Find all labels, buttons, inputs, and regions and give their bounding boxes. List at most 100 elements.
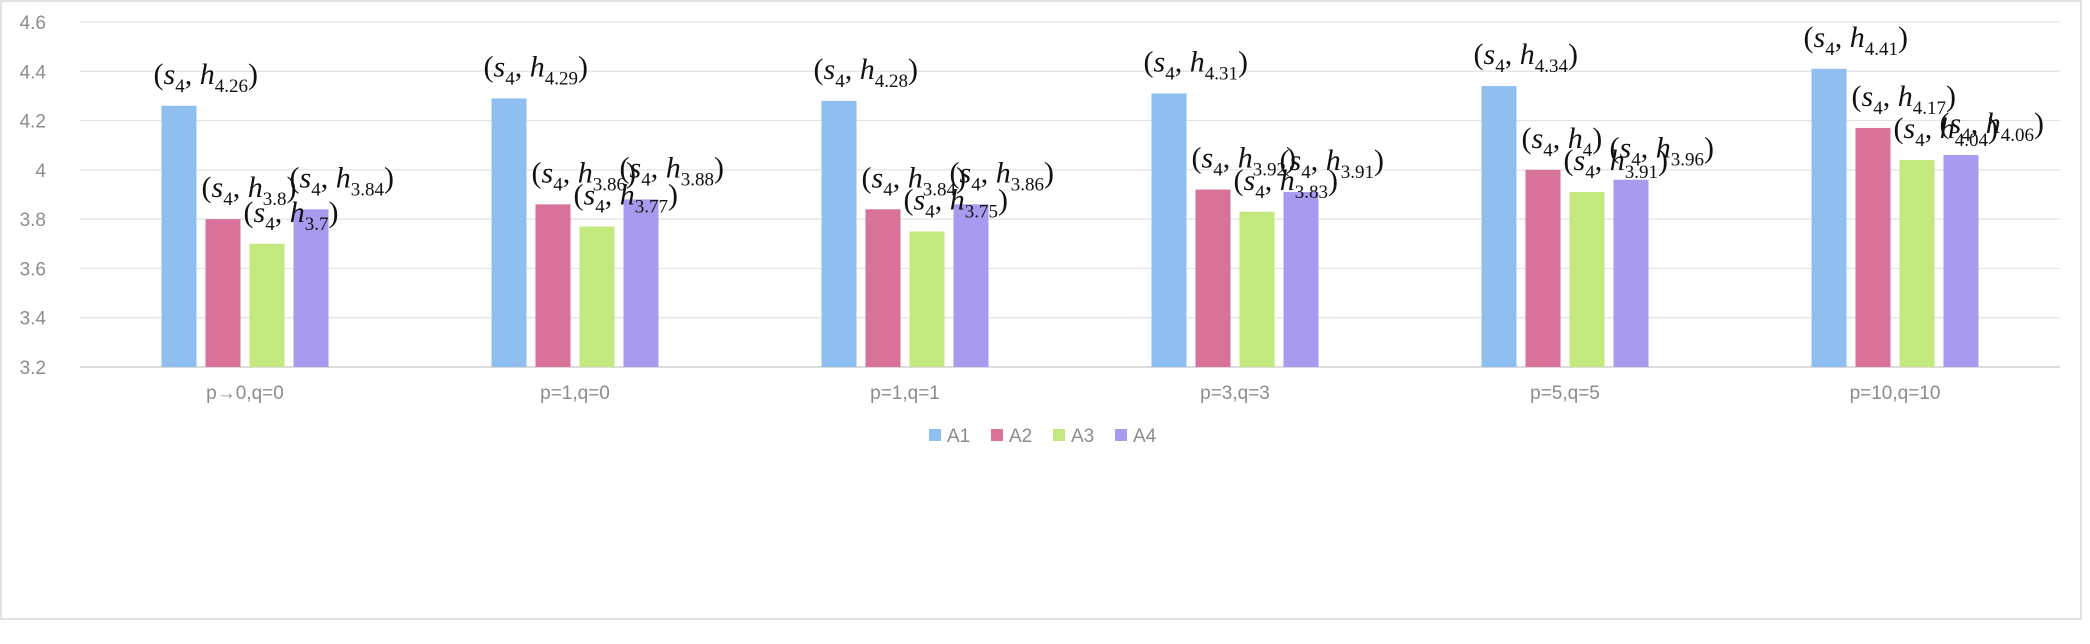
data-label-comma: ,: [605, 179, 620, 212]
data-label-symbol-subscript: 4: [311, 179, 321, 200]
data-label-variable: h: [1568, 122, 1583, 155]
legend-label: A4: [1133, 426, 1157, 447]
data-label-value: 3.96: [1671, 150, 1704, 171]
y-tick-label: 3.6: [20, 259, 46, 280]
data-label-symbol-subscript: 4: [971, 174, 981, 195]
data-label-paren: (: [1564, 144, 1574, 177]
data-label-symbol: s: [1904, 112, 1916, 145]
bar-a4: [623, 199, 659, 367]
data-label-symbol-subscript: 4: [835, 71, 845, 92]
data-label-paren: (: [1852, 80, 1862, 113]
data-label-paren: (: [1192, 142, 1202, 175]
data-label: (s4, h4.41): [1804, 21, 1908, 60]
data-label-symbol: s: [1574, 144, 1586, 177]
legend-label: A1: [947, 426, 970, 447]
data-label: (s4, h3.84): [862, 161, 966, 200]
data-label-variable: h: [1656, 132, 1671, 165]
data-label-paren: ): [2034, 107, 2044, 140]
data-label-paren: ): [1044, 156, 1054, 189]
data-label-paren: (: [1144, 45, 1154, 78]
data-label-paren: ): [714, 151, 724, 184]
data-label-comma: ,: [1175, 45, 1190, 78]
data-label-variable: h: [1940, 112, 1955, 145]
bar-a2: [865, 209, 901, 367]
data-label-symbol: s: [254, 196, 266, 229]
data-label-paren: ): [1568, 38, 1578, 71]
data-label-symbol-subscript: 4: [1495, 56, 1505, 77]
data-label-comma: ,: [1883, 80, 1898, 113]
data-label-symbol: s: [872, 161, 884, 194]
data-label-comma: ,: [185, 58, 200, 91]
data-label-paren: ): [384, 161, 394, 194]
data-label: (s4, h3.84): [290, 161, 394, 200]
data-label-paren: ): [1946, 80, 1956, 113]
data-label-symbol-subscript: 4: [1255, 182, 1265, 203]
bar-a1: [1811, 68, 1847, 368]
data-label: (s4, h3.92): [1192, 142, 1296, 181]
data-label-symbol: s: [584, 179, 596, 212]
data-label-value: 3.84: [351, 179, 385, 200]
data-label-paren: ): [908, 53, 918, 86]
data-label-symbol: s: [300, 161, 312, 194]
data-label-symbol: s: [494, 50, 506, 83]
data-label-variable: h: [1986, 107, 2001, 140]
data-label-value: 4.34: [1535, 56, 1569, 77]
bar-a1: [1151, 93, 1187, 367]
data-label-symbol-subscript: 4: [505, 68, 515, 89]
data-label-symbol-subscript: 4: [1585, 162, 1595, 183]
y-tick-label: 4.4: [20, 62, 47, 83]
legend-label: A2: [1009, 426, 1032, 447]
data-label-variable: h: [666, 151, 681, 184]
data-label-paren: (: [1474, 38, 1484, 71]
data-label: (s4, h4.28): [814, 53, 918, 92]
data-label-symbol-subscript: 4: [925, 201, 935, 222]
data-label-paren: ): [1898, 21, 1908, 54]
bar-a4: [293, 209, 329, 367]
data-label-paren: (: [1804, 21, 1814, 54]
data-label-paren: (: [1894, 112, 1904, 145]
y-tick-label: 3.2: [20, 358, 46, 379]
bar-a3: [1239, 211, 1275, 367]
data-label-variable: h: [620, 179, 635, 212]
data-label-variable: h: [1190, 45, 1205, 78]
data-label: (s4, h3.7): [244, 196, 339, 235]
bar-a3: [909, 231, 945, 367]
data-label-value: 3.88: [681, 169, 714, 190]
data-label: (s4, h3.77): [574, 179, 678, 218]
data-label-paren: ): [956, 161, 966, 194]
data-label-value: 3.7: [305, 214, 329, 235]
data-label-symbol-subscript: 4: [1873, 98, 1883, 119]
data-label-comma: ,: [1641, 132, 1656, 165]
data-label-paren: (: [1280, 144, 1290, 177]
x-category-label: p=5,q=5: [1530, 383, 1600, 404]
data-label-paren: (: [290, 161, 300, 194]
data-label: (s4, h3.75): [904, 183, 1008, 222]
data-label-variable: h: [1850, 21, 1865, 54]
data-label-paren: (: [574, 179, 584, 212]
y-tick-label: 4: [35, 161, 46, 182]
bar-a2: [205, 219, 241, 367]
data-label-value: 4.28: [875, 71, 908, 92]
data-label-variable: h: [950, 183, 965, 216]
data-label-symbol: s: [1202, 142, 1214, 175]
data-label-variable: h: [908, 161, 923, 194]
data-label-paren: (: [1940, 107, 1950, 140]
data-label-paren: ): [248, 58, 258, 91]
y-tick-label: 4.6: [20, 13, 46, 34]
x-category-label: p=10,q=10: [1850, 383, 1941, 404]
data-label-comma: ,: [1311, 144, 1326, 177]
data-label-symbol-subscript: 4: [883, 179, 893, 200]
data-label-comma: ,: [233, 171, 248, 204]
bar-a2: [1855, 127, 1891, 367]
data-label-paren: (: [484, 50, 494, 83]
data-label-value: 4.26: [215, 76, 248, 97]
data-label-symbol: s: [1532, 122, 1544, 155]
bar-a1: [821, 100, 857, 367]
data-label-comma: ,: [893, 161, 908, 194]
data-label-symbol: s: [824, 53, 836, 86]
data-label-symbol-subscript: 4: [1213, 160, 1223, 181]
data-label-value: 4: [1583, 140, 1593, 161]
chart-frame: [0, 0, 2082, 620]
data-label-symbol: s: [914, 183, 926, 216]
